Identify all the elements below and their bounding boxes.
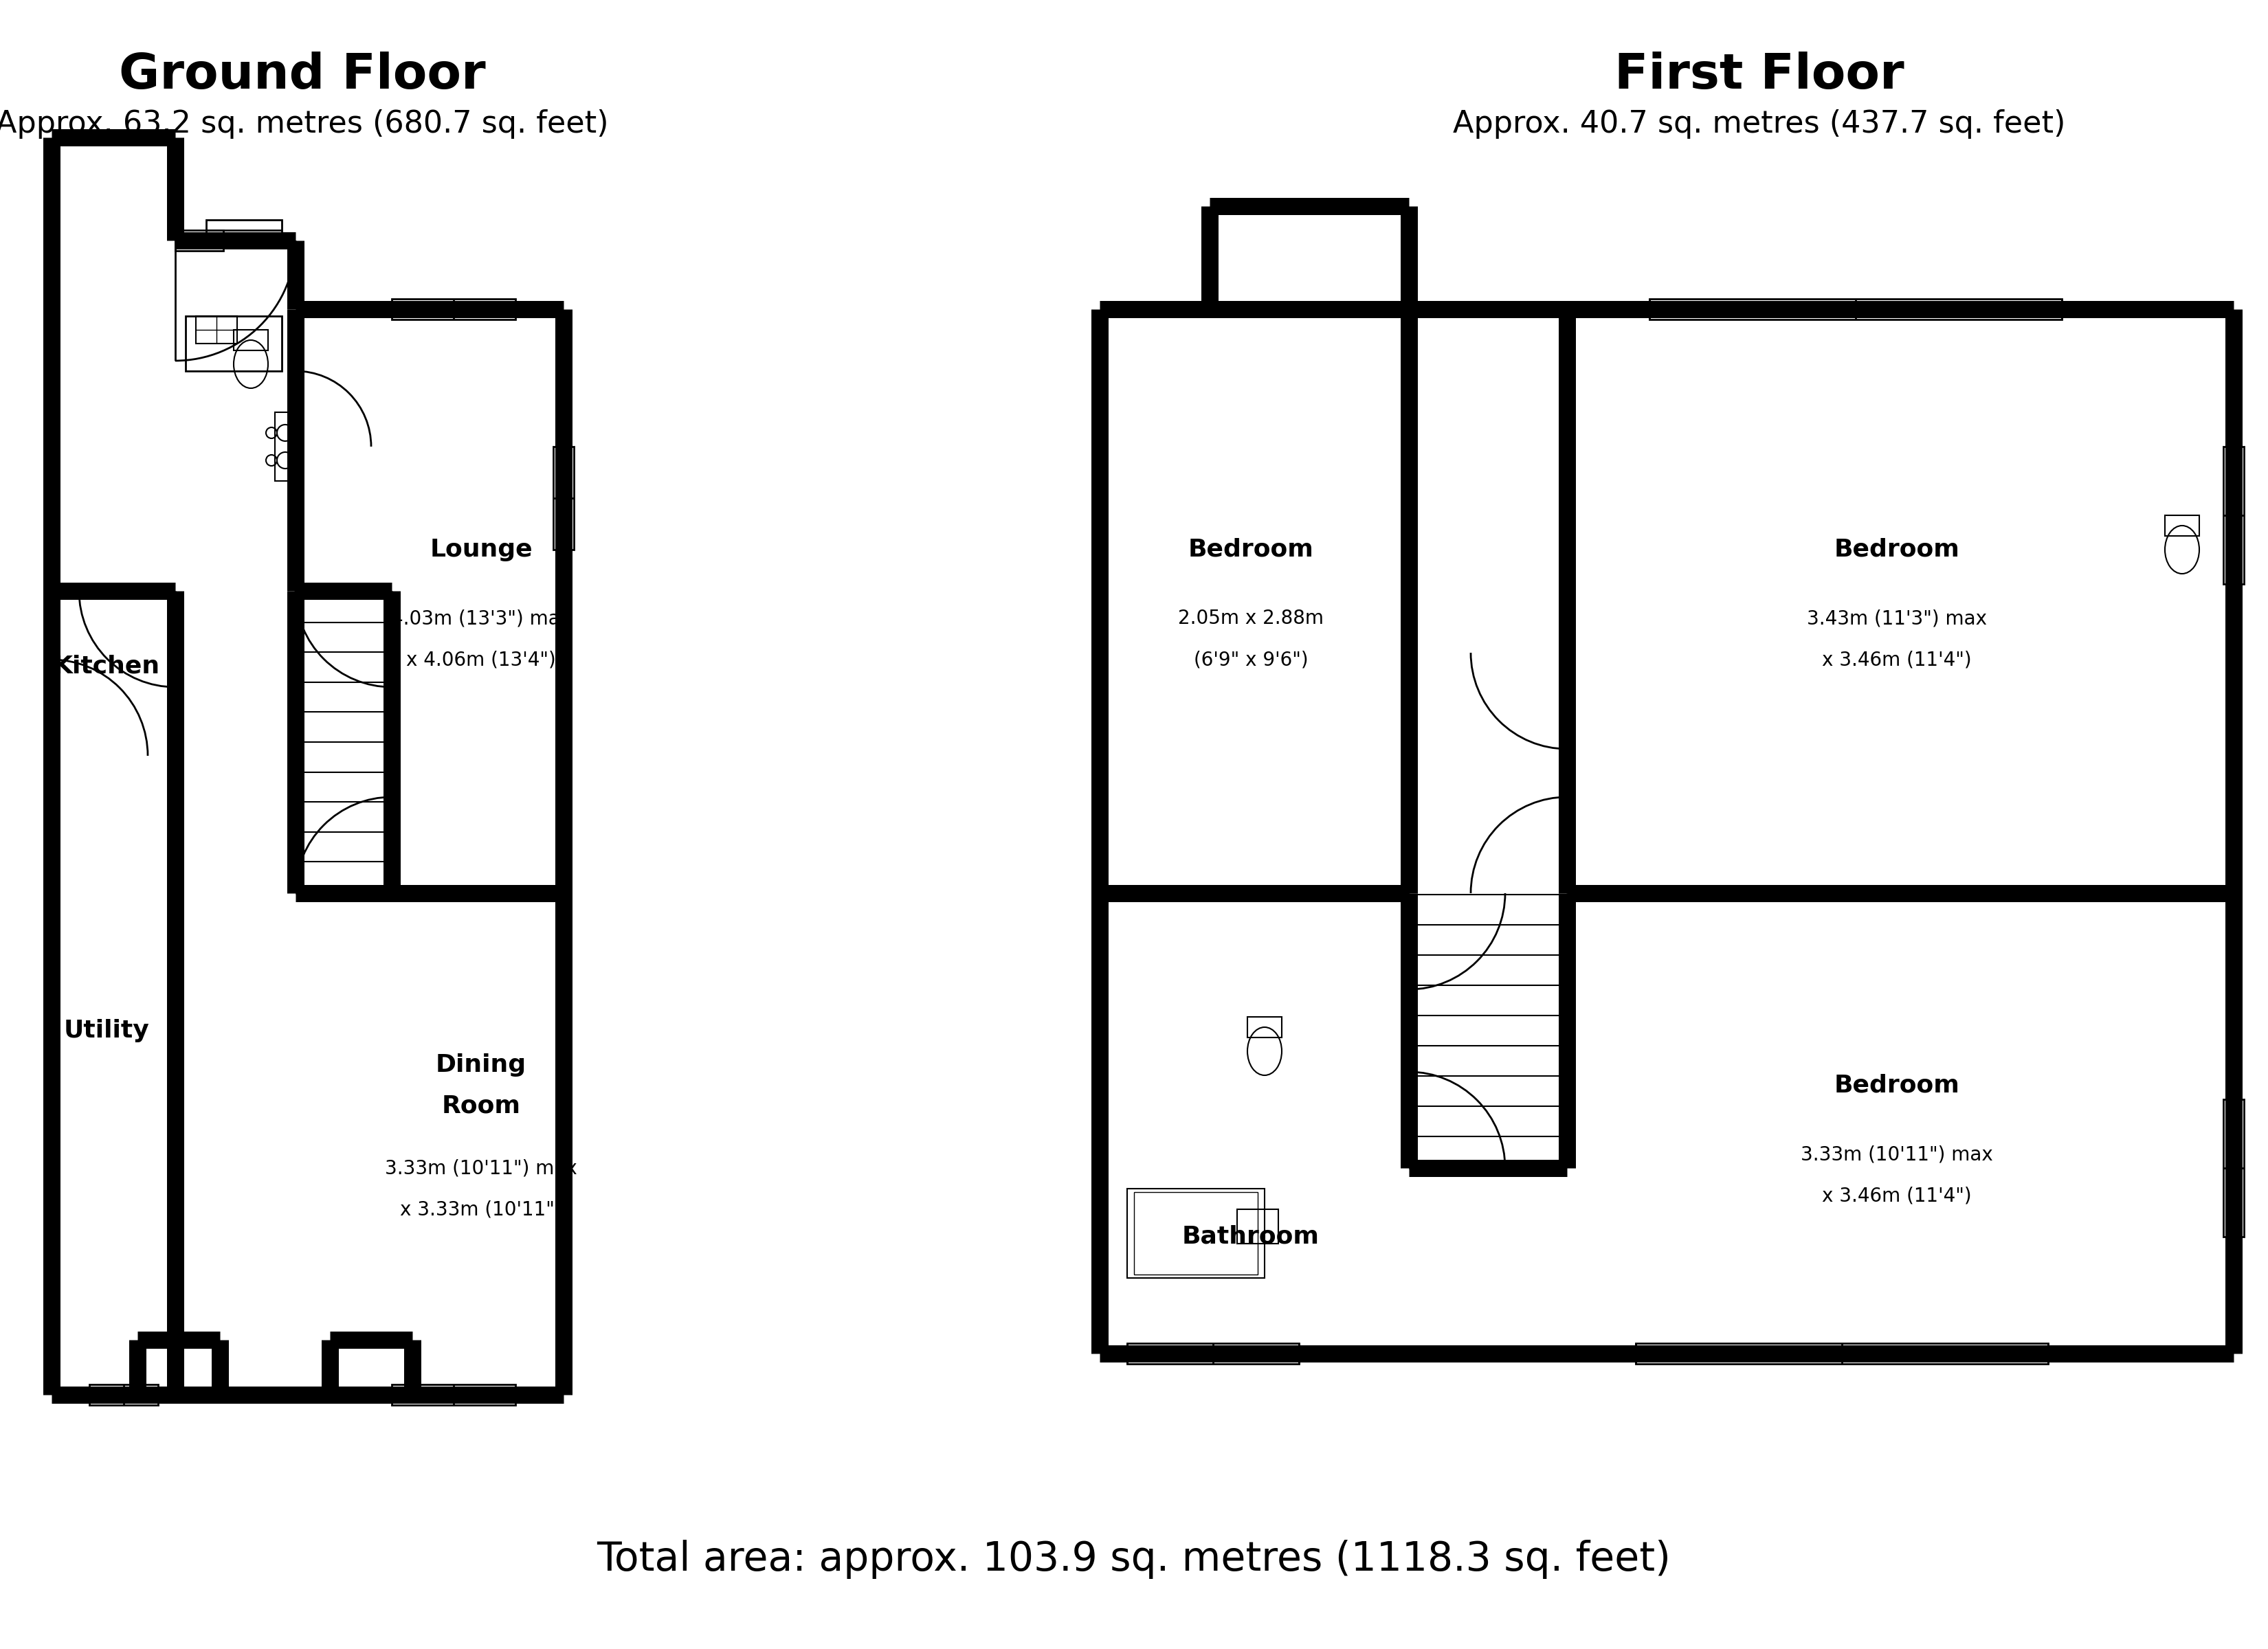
Text: Dining: Dining [435, 1054, 526, 1077]
Bar [206, 219, 281, 241]
Bar [274, 412, 295, 482]
Text: 2.05m x 2.88m: 2.05m x 2.88m [1177, 608, 1325, 628]
Text: 3.33m (10'11") max: 3.33m (10'11") max [1801, 1144, 1994, 1164]
Bar [1127, 1189, 1266, 1278]
Text: Approx. 63.2 sq. metres (680.7 sq. feet): Approx. 63.2 sq. metres (680.7 sq. feet) [0, 109, 608, 139]
Text: Approx. 40.7 sq. metres (437.7 sq. feet): Approx. 40.7 sq. metres (437.7 sq. feet) [1454, 109, 2066, 139]
Text: Total area: approx. 103.9 sq. metres (1118.3 sq. feet): Total area: approx. 103.9 sq. metres (11… [596, 1540, 1672, 1580]
Text: Kitchen: Kitchen [52, 655, 159, 678]
Text: x 4.06m (13'4"): x 4.06m (13'4") [406, 650, 556, 669]
Bar [175, 231, 222, 251]
Text: Room: Room [442, 1095, 522, 1118]
Text: Bedroom: Bedroom [1835, 1073, 1960, 1097]
Bar [186, 317, 281, 371]
Bar [553, 447, 574, 549]
Bar [195, 317, 238, 343]
Text: Ground Floor: Ground Floor [118, 51, 485, 99]
Text: 3.43m (11'3") max: 3.43m (11'3") max [1808, 608, 1987, 628]
Text: Lounge: Lounge [429, 538, 533, 561]
Text: x 3.33m (10'11"): x 3.33m (10'11") [399, 1200, 562, 1219]
Bar [2223, 447, 2243, 584]
Text: 3.33m (10'11") max: 3.33m (10'11") max [386, 1158, 578, 1177]
Text: Bedroom: Bedroom [1188, 538, 1313, 561]
Bar [1247, 1017, 1281, 1037]
Bar [2223, 1100, 2243, 1237]
Text: Bathroom: Bathroom [1182, 1225, 1320, 1248]
Text: Bedroom: Bedroom [1835, 538, 1960, 561]
Bar [2166, 514, 2200, 536]
Bar [234, 330, 268, 350]
Bar [392, 1385, 515, 1405]
Bar [1236, 1209, 1279, 1243]
Text: x 3.46m (11'4"): x 3.46m (11'4") [1821, 650, 1971, 669]
Bar [1635, 1344, 2048, 1364]
Bar [1649, 298, 2062, 320]
Bar [1127, 1344, 1300, 1364]
Bar [88, 1385, 159, 1405]
Bar [1134, 1192, 1259, 1275]
Text: x 3.46m (11'4"): x 3.46m (11'4") [1821, 1186, 1971, 1205]
Text: 4.03m (13'3") max: 4.03m (13'3") max [390, 608, 572, 628]
Bar [392, 298, 515, 320]
Text: Utility: Utility [64, 1019, 150, 1042]
Text: First Floor: First Floor [1615, 51, 1905, 99]
Text: (6'9" x 9'6"): (6'9" x 9'6") [1193, 650, 1309, 669]
